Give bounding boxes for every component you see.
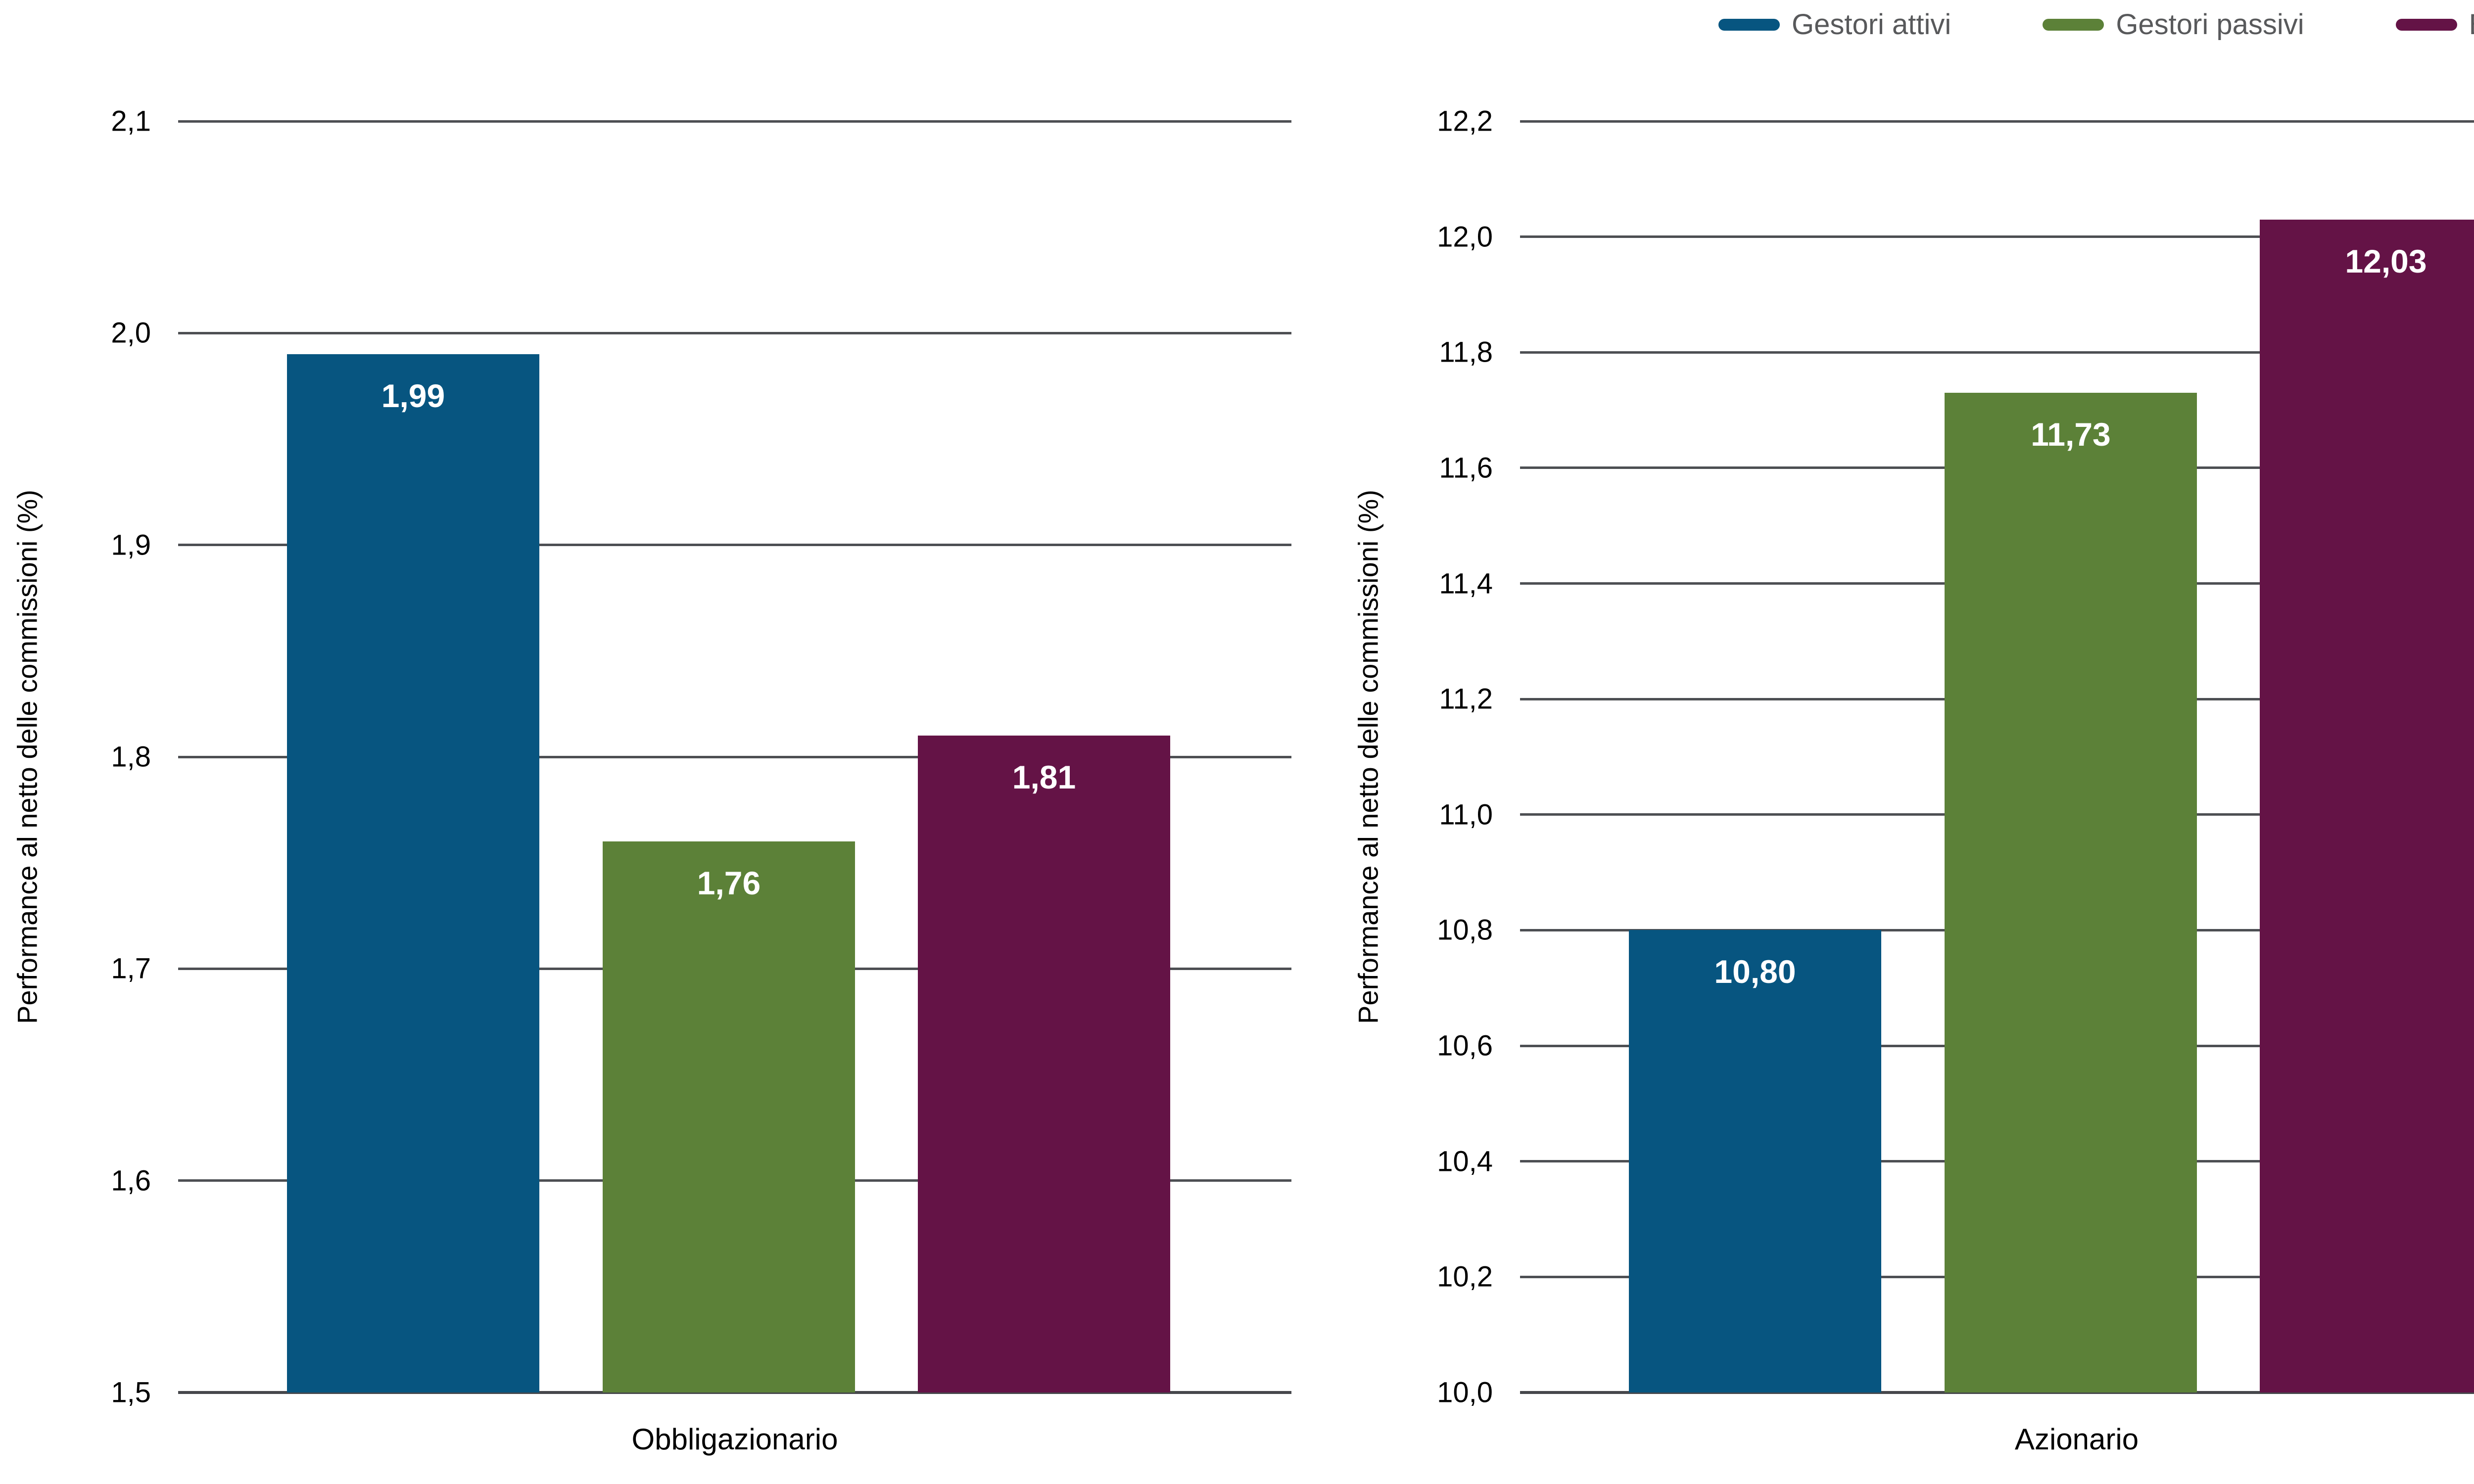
legend-label-benchmark: Benchmark: [2469, 8, 2474, 41]
bar-value-label: 11,73: [2031, 416, 2111, 453]
axis-baseline: [178, 1391, 1291, 1394]
bar-gestori-attivi: 1,99: [287, 354, 539, 1392]
bond-chart-category-label: Obbligazionario: [631, 1423, 838, 1456]
y-tick-label: 1,6: [111, 1164, 151, 1197]
equity-chart-category-label: Azionario: [2014, 1423, 2139, 1456]
bar-gestori-passivi: 1,76: [603, 841, 855, 1392]
gridline: [1520, 120, 2474, 123]
gridline: [178, 755, 1291, 758]
y-tick-label: 10,0: [1437, 1376, 1493, 1409]
y-tick-label: 12,0: [1437, 221, 1493, 253]
y-tick-label: 10,6: [1437, 1029, 1493, 1062]
gridline: [178, 544, 1291, 547]
y-tick-label: 10,4: [1437, 1145, 1493, 1178]
y-tick-label: 1,8: [111, 741, 151, 773]
y-tick-label: 10,2: [1437, 1260, 1493, 1293]
legend-swatch-gestori-passivi-icon: [2043, 18, 2104, 31]
y-tick-label: 11,6: [1439, 452, 1493, 484]
y-tick-label: 11,0: [1439, 798, 1493, 831]
legend-item-benchmark: Benchmark: [2395, 8, 2474, 41]
bar-gestori-passivi: 11,73: [1945, 393, 2197, 1392]
legend-swatch-benchmark-icon: [2395, 18, 2457, 31]
bar-gestori-attivi: 10,80: [1629, 930, 1881, 1392]
legend-item-gestori-passivi: Gestori passivi: [2043, 8, 2304, 41]
y-tick-label: 12,2: [1437, 105, 1493, 138]
legend-label-gestori-attivi: Gestori attivi: [1791, 8, 1951, 41]
equity-chart-y-axis-title: Performance al netto delle commissioni (…: [1352, 490, 1384, 1024]
bar-benchmark: 1,81: [918, 736, 1170, 1392]
chart-legend: Gestori attivi Gestori passivi Benchmark: [1718, 8, 2474, 41]
axis-baseline: [1520, 1391, 2474, 1394]
gridline: [1520, 351, 2474, 354]
gridline: [178, 120, 1291, 123]
bar-value-label: 1,76: [697, 865, 761, 902]
y-tick-label: 1,9: [111, 529, 151, 561]
bond-chart-plot-area: 2,1 2,0 1,9 1,8 1,7 1,6 1,5 1,99 1,76 1,81: [111, 105, 1291, 1409]
equity-chart-plot-area: 12,2 12,0 11,8 11,6 11,4 11,2 11,0 10,8 10,6 10,4…: [1437, 105, 2474, 1409]
gridline: [1520, 235, 2474, 238]
gridline: [178, 331, 1291, 334]
legend-label-gestori-passivi: Gestori passivi: [2116, 8, 2304, 41]
y-tick-label: 11,4: [1439, 567, 1493, 600]
bar-value-label: 1,81: [1012, 759, 1076, 796]
bar-value-label: 12,03: [2345, 242, 2427, 279]
y-tick-label: 10,8: [1437, 914, 1493, 946]
bar-benchmark: 12,03: [2260, 219, 2474, 1392]
bar-value-label: 1,99: [381, 377, 445, 415]
bar-value-label: 10,80: [1714, 953, 1796, 990]
legend-swatch-gestori-attivi-icon: [1718, 18, 1780, 31]
legend-item-gestori-attivi: Gestori attivi: [1718, 8, 1951, 41]
y-tick-label: 1,7: [111, 952, 151, 985]
bond-chart-y-axis-title: Performance al netto delle commissioni (…: [11, 490, 43, 1024]
y-tick-label: 11,2: [1439, 683, 1493, 715]
y-tick-label: 2,1: [111, 105, 151, 138]
y-tick-label: 11,8: [1439, 336, 1493, 369]
y-tick-label: 2,0: [111, 317, 151, 349]
y-tick-label: 1,5: [111, 1376, 151, 1409]
